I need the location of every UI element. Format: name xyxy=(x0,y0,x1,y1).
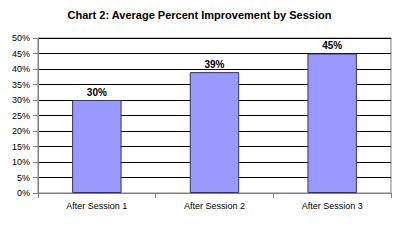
svg-text:50%: 50% xyxy=(12,33,30,43)
svg-text:30%: 30% xyxy=(87,87,107,98)
svg-text:10%: 10% xyxy=(12,157,30,167)
svg-text:30%: 30% xyxy=(12,95,30,105)
svg-text:39%: 39% xyxy=(204,59,224,70)
svg-text:25%: 25% xyxy=(12,111,30,121)
svg-text:After Session 2: After Session 2 xyxy=(184,201,245,211)
svg-text:40%: 40% xyxy=(12,64,30,74)
svg-text:5%: 5% xyxy=(17,173,30,183)
svg-text:After Session 1: After Session 1 xyxy=(66,201,127,211)
svg-text:0%: 0% xyxy=(17,188,30,198)
svg-text:45%: 45% xyxy=(322,40,342,51)
svg-text:35%: 35% xyxy=(12,80,30,90)
svg-text:20%: 20% xyxy=(12,126,30,136)
svg-text:Chart 2: Average Percent Impro: Chart 2: Average Percent Improvement by … xyxy=(68,9,332,21)
svg-text:15%: 15% xyxy=(12,142,30,152)
svg-text:45%: 45% xyxy=(12,49,30,59)
svg-text:After Session 3: After Session 3 xyxy=(302,201,363,211)
